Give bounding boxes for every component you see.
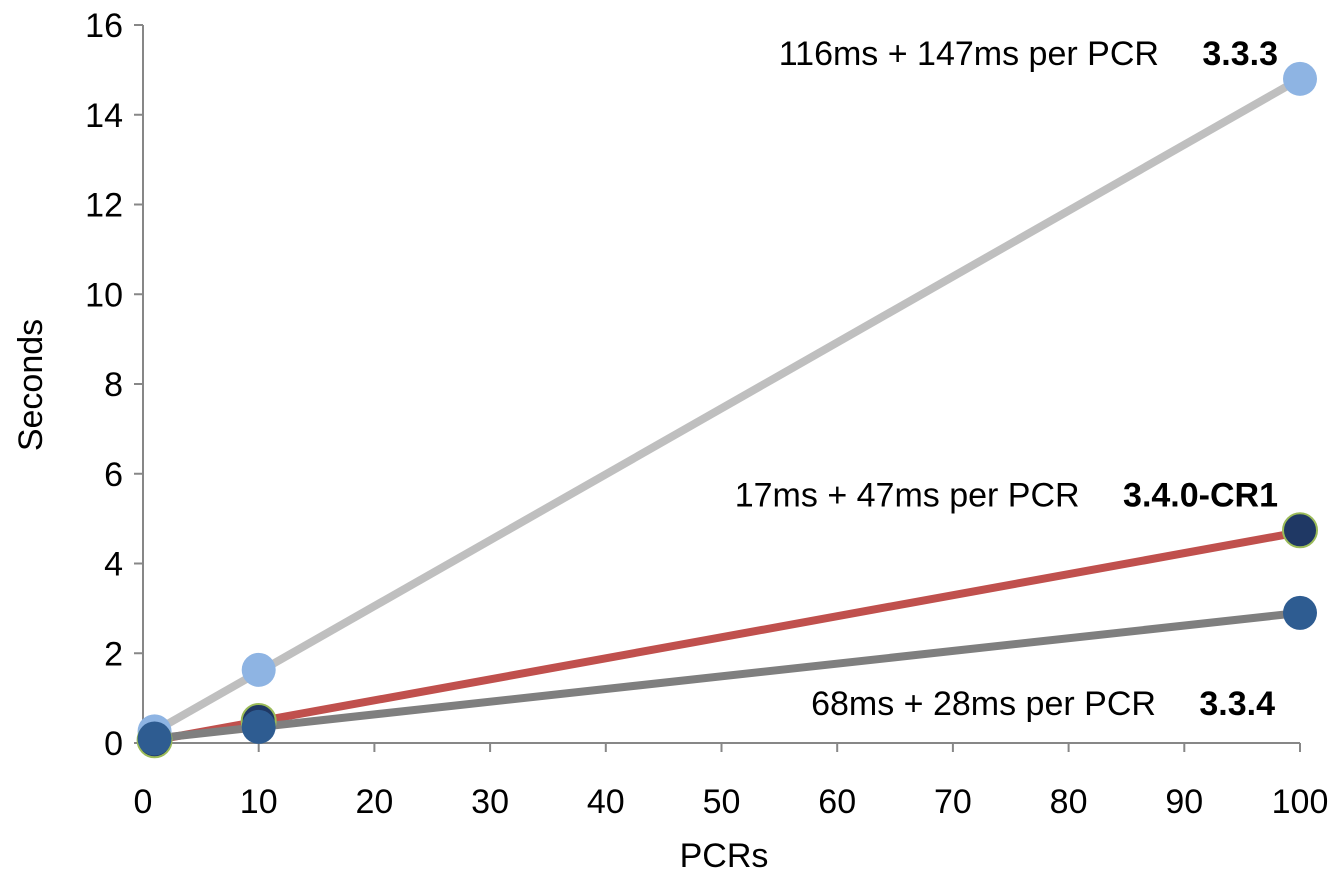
y-tick-label: 0 (104, 725, 123, 763)
y-tick-label: 16 (85, 7, 123, 45)
x-tick-label: 0 (134, 783, 153, 821)
y-tick-label: 2 (104, 635, 123, 673)
y-tick-label: 4 (104, 546, 123, 584)
point-3-3-4 (241, 709, 276, 744)
x-tick-label: 100 (1272, 783, 1329, 821)
point-3-3-4 (137, 721, 172, 756)
x-tick-label: 20 (355, 783, 393, 821)
annotation-formula: 68ms + 28ms per PCR (811, 685, 1199, 723)
x-tick-label: 90 (1165, 783, 1203, 821)
annotation-version: 3.4.0-CR1 (1123, 476, 1278, 514)
annotation-3-3-3: 116ms + 147ms per PCR 3.3.3 (779, 35, 1278, 73)
point-3-3-3 (241, 652, 276, 687)
annotation-version: 3.3.3 (1202, 35, 1278, 73)
y-tick-label: 12 (85, 187, 123, 225)
annotation-3-4-0-cr1: 17ms + 47ms per PCR 3.4.0-CR1 (735, 476, 1278, 514)
x-tick-label: 70 (934, 783, 972, 821)
trendline-3-4-0-cr1 (153, 528, 1301, 745)
point-3-4-0-cr1 (1282, 512, 1318, 549)
x-tick-label: 60 (818, 783, 856, 821)
annotation-version: 3.3.4 (1199, 685, 1275, 723)
annotation-formula: 116ms + 147ms per PCR (779, 35, 1203, 73)
annotation-formula: 17ms + 47ms per PCR (735, 476, 1123, 514)
axes: 0 2 4 6 8 10 12 14 16 0 10 20 30 40 50 60 70 80 90 100 (85, 7, 1328, 821)
point-3-3-4 (1283, 595, 1317, 630)
trendline-3-3-3 (152, 75, 1302, 735)
x-axis-title: PCRs (680, 837, 769, 875)
data-points (136, 61, 1318, 759)
x-tick-label: 80 (1050, 783, 1088, 821)
x-tick-label: 10 (240, 783, 278, 821)
trendlines (152, 75, 1302, 745)
y-tick-label: 10 (85, 276, 123, 314)
trendline-3-3-4 (154, 608, 1301, 743)
annotation-3-3-4: 68ms + 28ms per PCR 3.3.4 (811, 685, 1275, 723)
point-3-3-3 (1283, 61, 1317, 96)
y-tick-label: 8 (104, 366, 123, 404)
x-tick-label: 50 (703, 783, 741, 821)
y-tick-label: 14 (85, 97, 123, 135)
x-tick-label: 30 (471, 783, 509, 821)
y-axis-title: Seconds (12, 319, 50, 451)
y-tick-label: 6 (104, 456, 123, 494)
x-tick-label: 40 (587, 783, 625, 821)
annotations: 116ms + 147ms per PCR 3.3.3 17ms + 47ms p… (735, 35, 1278, 723)
